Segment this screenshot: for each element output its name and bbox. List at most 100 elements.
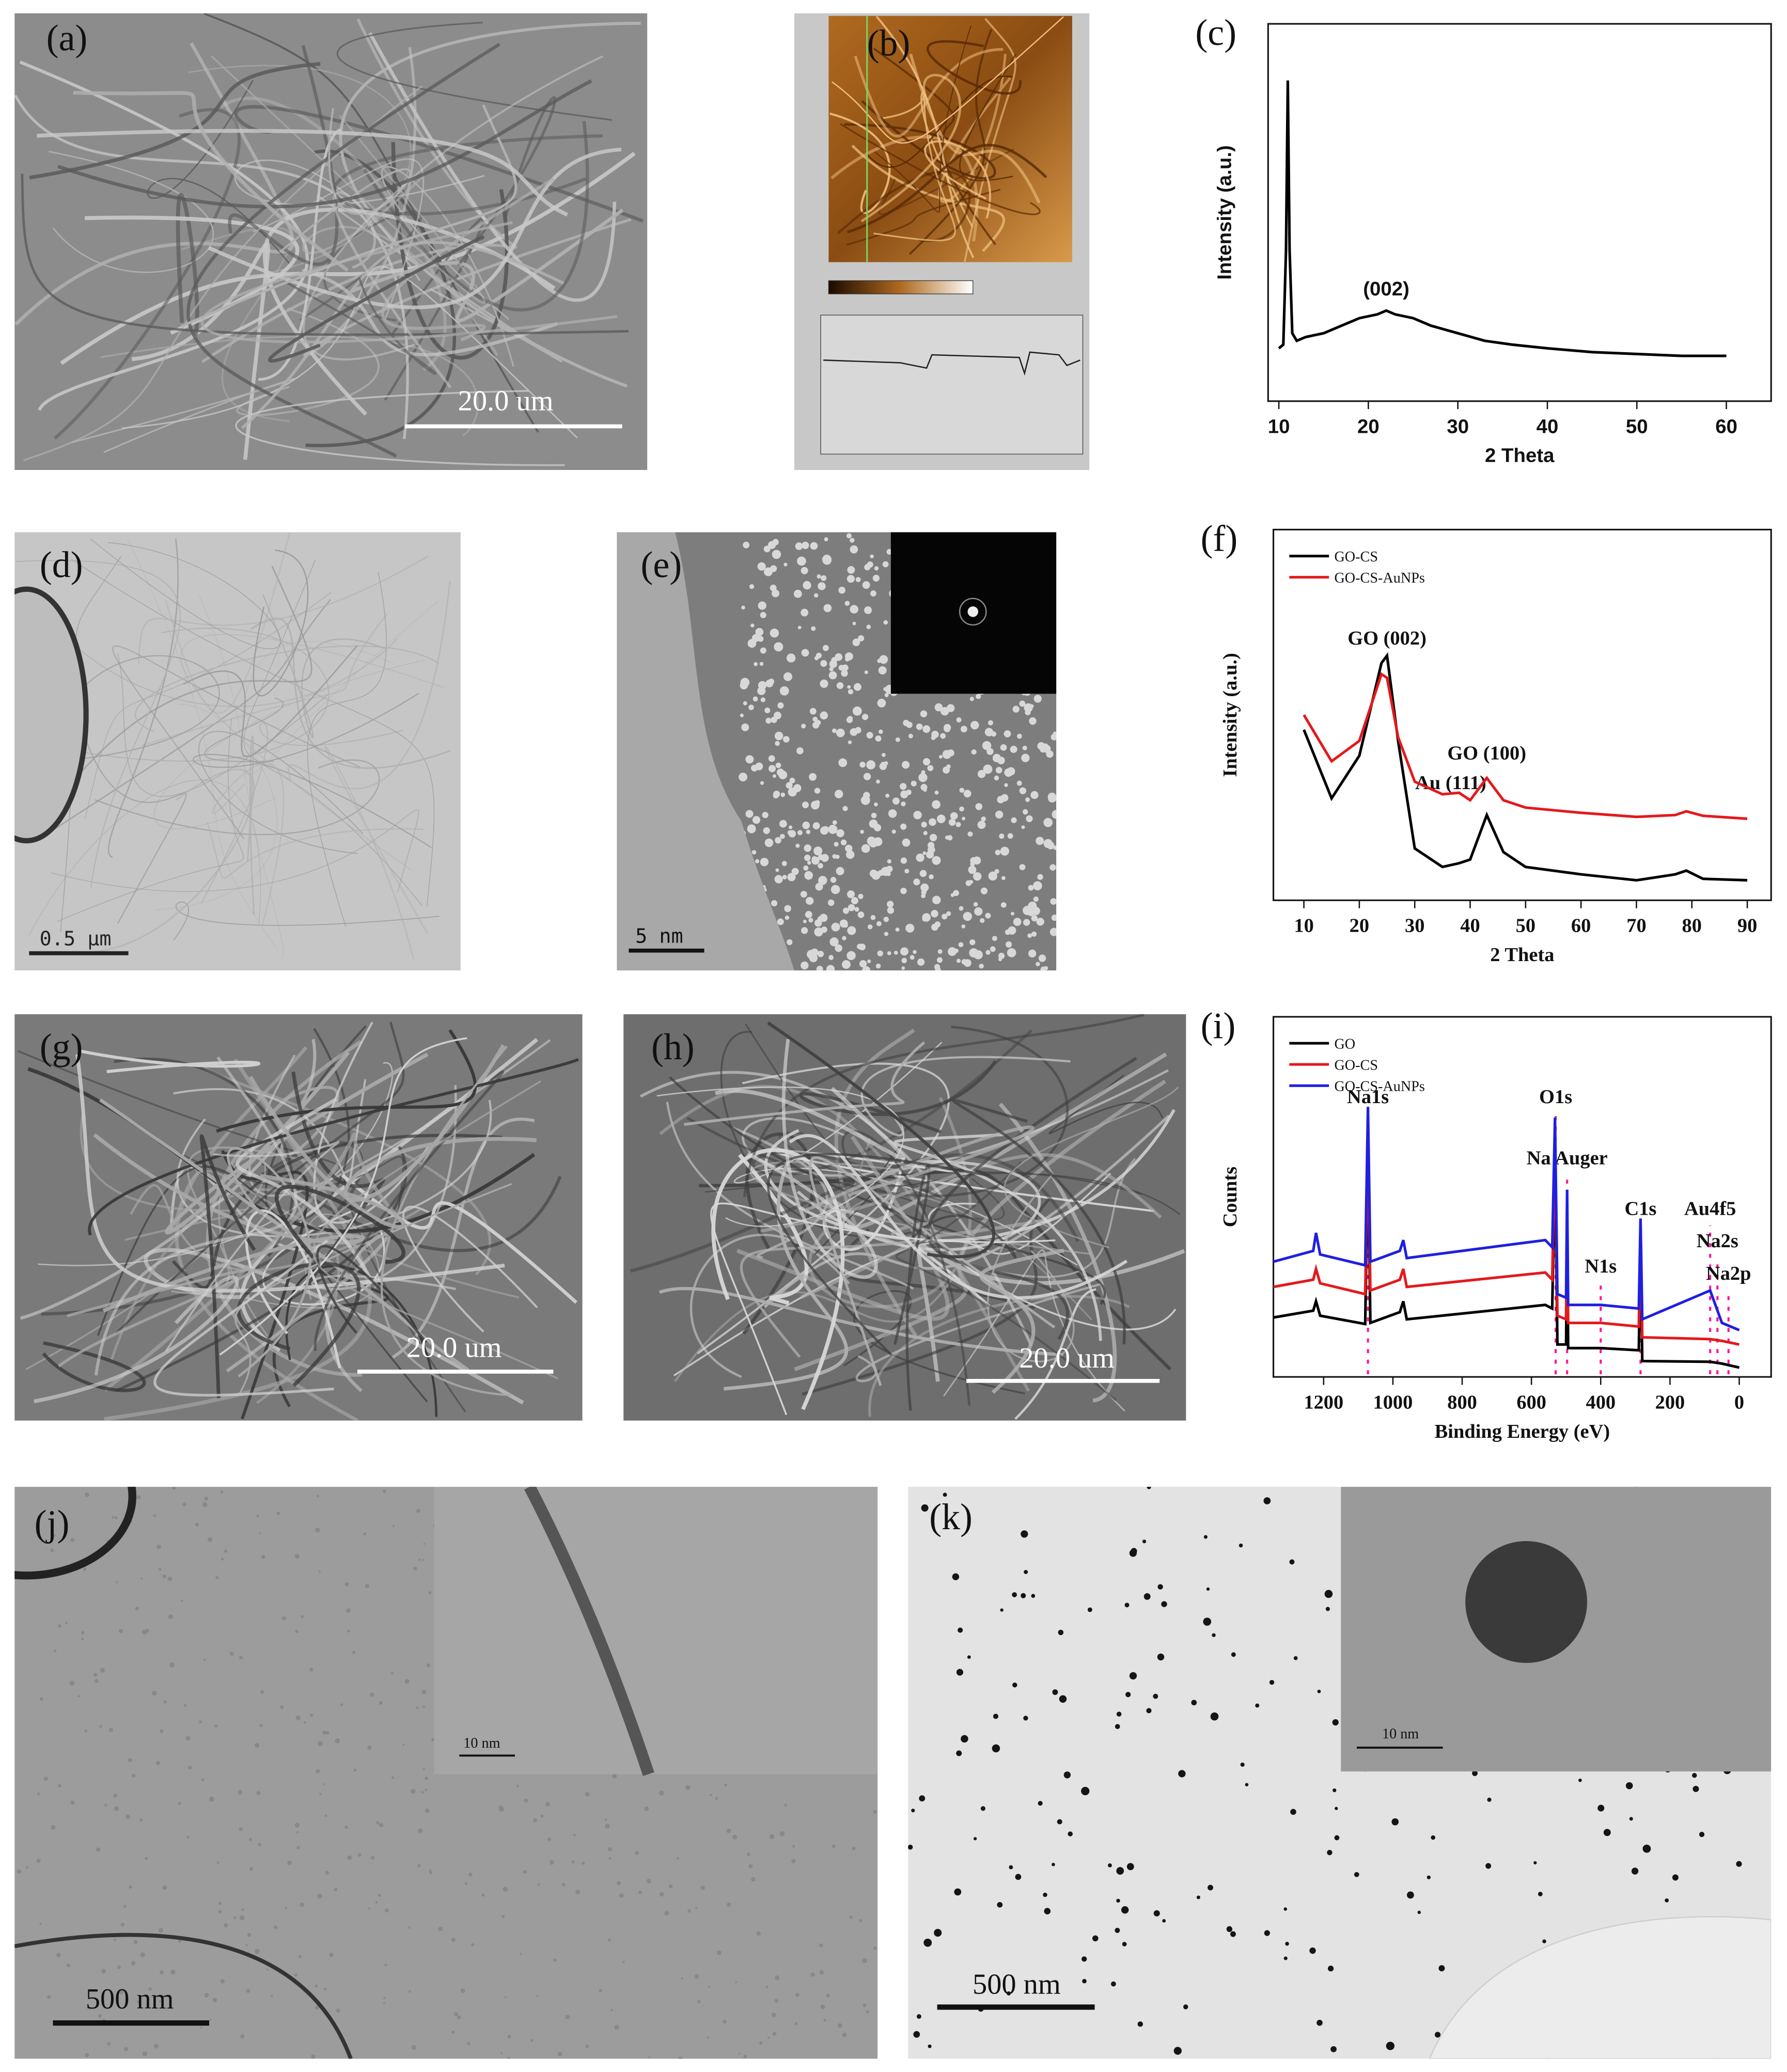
- texture: [280, 1705, 284, 1709]
- texture: [1386, 2042, 1395, 2050]
- texture: [835, 944, 842, 952]
- texture: [715, 1797, 718, 1800]
- texture: [1131, 1548, 1137, 1555]
- texture: [887, 951, 891, 955]
- texture: [864, 670, 868, 674]
- texture: [431, 1738, 434, 1741]
- texture: [1014, 1288, 1096, 1420]
- texture: [1283, 1956, 1288, 1960]
- texture: [676, 1857, 679, 1860]
- texture: [96, 1847, 101, 1852]
- texture: [159, 2000, 161, 2002]
- texture: [773, 792, 779, 798]
- texture: [995, 850, 1001, 855]
- texture: [1203, 1535, 1208, 1539]
- texture: [895, 1161, 1117, 1402]
- texture: [220, 1490, 224, 1494]
- y-axis-label: Counts: [1219, 1167, 1241, 1228]
- texture: [819, 1970, 824, 1975]
- texture: [224, 1549, 228, 1553]
- texture: [1116, 1712, 1122, 1717]
- texture: [73, 90, 349, 272]
- texture: [818, 863, 823, 869]
- texture: [1226, 1926, 1233, 1933]
- texture: [784, 1803, 787, 1807]
- texture: [1325, 1607, 1330, 1611]
- texture: [913, 878, 920, 886]
- texture: [638, 1890, 642, 1894]
- texture: [203, 1658, 206, 1661]
- texture: [767, 1021, 996, 1259]
- annotation: Na2s: [1697, 1230, 1738, 1252]
- texture: [954, 948, 959, 953]
- texture: [781, 822, 786, 826]
- texture: [383, 1997, 386, 1999]
- texture: [1110, 1981, 1116, 1987]
- texture: [817, 574, 821, 579]
- texture: [905, 923, 915, 933]
- texture: [846, 189, 1001, 246]
- texture: [801, 724, 806, 729]
- texture: [168, 1614, 174, 1620]
- texture: [1063, 1771, 1071, 1779]
- texture: [145, 1857, 148, 1860]
- texture: [847, 951, 856, 961]
- texture: [1024, 1569, 1028, 1574]
- texture: [891, 829, 896, 834]
- texture: [112, 1516, 115, 1519]
- texture: [981, 816, 986, 822]
- texture: [694, 1974, 699, 1979]
- texture: [873, 1810, 877, 1814]
- texture: [801, 567, 808, 574]
- texture: [287, 1860, 292, 1865]
- texture: [888, 809, 897, 818]
- texture: [200, 722, 404, 904]
- texture: [173, 901, 440, 940]
- texture: [829, 937, 839, 947]
- texture: [255, 1949, 260, 1954]
- texture: [622, 1960, 625, 1964]
- texture: [288, 581, 451, 790]
- legend-label: GO: [1334, 1036, 1355, 1052]
- texture: [838, 586, 845, 594]
- texture: [1263, 1497, 1271, 1504]
- texture: [740, 1239, 916, 1358]
- texture: [830, 885, 840, 894]
- texture: [23, 85, 423, 461]
- texture: [758, 601, 766, 610]
- texture: [969, 697, 975, 701]
- nanoparticle: [1465, 1541, 1587, 1663]
- texture: [746, 1039, 878, 1279]
- texture: [200, 2026, 202, 2029]
- texture: [772, 550, 781, 559]
- texture: [855, 727, 861, 734]
- texture: [523, 1870, 527, 1874]
- texture: [922, 758, 931, 766]
- texture: [929, 818, 936, 826]
- diffraction: [967, 606, 979, 617]
- texture: [557, 2051, 562, 2057]
- texture: [155, 704, 278, 911]
- texture: [114, 1806, 119, 1811]
- texture: [801, 927, 808, 934]
- texture: [260, 1690, 264, 1694]
- texture: [839, 919, 848, 928]
- texture: [1115, 1927, 1120, 1933]
- texture: [780, 792, 786, 797]
- texture: [81, 1637, 84, 1641]
- texture: [846, 716, 853, 724]
- texture: [69, 1681, 75, 1686]
- texture: [850, 1916, 853, 1919]
- texture: [50, 1548, 54, 1552]
- texture: [114, 1516, 118, 1519]
- texture: [777, 918, 784, 925]
- texture: [1631, 1867, 1639, 1875]
- texture: [1290, 1809, 1296, 1815]
- texture: [1578, 1778, 1582, 1782]
- texture: [788, 830, 796, 838]
- texture: [971, 749, 977, 755]
- panel-label: (i): [1201, 1005, 1236, 1046]
- texture: [347, 1629, 350, 1633]
- texture: [607, 1938, 611, 1942]
- texture: [259, 1724, 263, 1728]
